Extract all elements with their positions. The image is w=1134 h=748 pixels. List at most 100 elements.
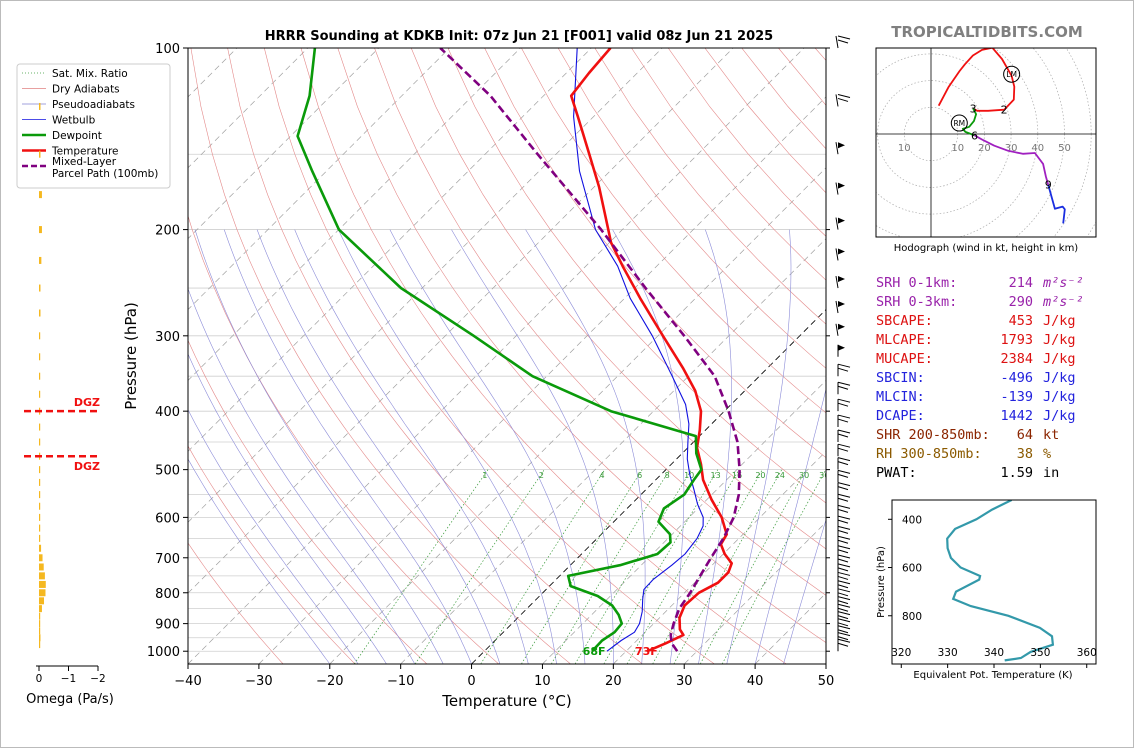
moist-adiabat bbox=[726, 229, 792, 664]
theta-e-x-tick-label: 340 bbox=[984, 647, 1004, 659]
legend-label: Wetbulb bbox=[52, 115, 96, 127]
isotherm bbox=[188, 48, 663, 523]
index-value: -496 bbox=[1000, 370, 1033, 386]
index-label: SRH 0-1km: bbox=[876, 275, 957, 291]
legend-label: Sat. Mix. Ratio bbox=[52, 68, 128, 80]
hodograph-plot: 10 10 20 30 40 50 LM RM 2 3 6 9 bbox=[876, 48, 1096, 237]
wind-barb-flag bbox=[837, 603, 851, 608]
theta-e-frame bbox=[891, 499, 1097, 665]
wind-barb-flag bbox=[837, 618, 851, 623]
theta-e-line bbox=[946, 500, 1055, 662]
wind-barb-flag bbox=[837, 554, 851, 559]
wind-barb-flag bbox=[837, 539, 849, 544]
wind-barb-flag bbox=[837, 588, 851, 593]
index-value: 64 bbox=[1017, 427, 1033, 443]
omega-bar bbox=[39, 572, 45, 580]
wind-barb-flag bbox=[837, 584, 849, 589]
index-unit: J/kg bbox=[1043, 332, 1076, 348]
dry-adiabat bbox=[521, 48, 826, 414]
index-label: SBCAPE: bbox=[876, 313, 933, 329]
y-axis-label: Pressure (hPa) bbox=[122, 302, 140, 410]
theta-e-x-label: Equivalent Pot. Temperature (K) bbox=[913, 670, 1072, 681]
dry-adiabat bbox=[374, 48, 826, 596]
omega-bar bbox=[39, 589, 46, 597]
wind-barbs bbox=[835, 35, 851, 652]
omega-bar bbox=[39, 605, 42, 613]
moist-adiabat bbox=[451, 229, 614, 664]
index-label: MLCAPE: bbox=[876, 332, 933, 348]
omega-bar bbox=[39, 580, 46, 588]
legend-label: Pseudoadiabats bbox=[52, 99, 135, 111]
isotherm bbox=[188, 48, 805, 664]
x-tick-label: 30 bbox=[676, 674, 693, 689]
skewt-axes-frame bbox=[187, 47, 827, 665]
moist-adiabat bbox=[754, 387, 826, 664]
dgz-label: DGZ bbox=[74, 396, 100, 409]
index-unit: J/kg bbox=[1043, 370, 1076, 386]
wind-barb-flag bbox=[837, 457, 851, 462]
mixing-ratio-line bbox=[414, 469, 545, 664]
y-tick-label: 900 bbox=[155, 618, 180, 633]
mixing-ratio-label: 13 bbox=[711, 471, 721, 480]
theta-e-y-tick-label: 400 bbox=[902, 514, 922, 526]
dry-adiabat bbox=[410, 48, 826, 550]
dry-adiabat bbox=[188, 542, 284, 664]
moist-adiabat bbox=[338, 229, 557, 664]
omega-bar bbox=[39, 353, 41, 361]
moist-adiabat bbox=[188, 408, 359, 664]
wind-barb bbox=[835, 248, 839, 261]
wind-barb-flag bbox=[837, 535, 851, 540]
index-label: DCAPE: bbox=[876, 408, 925, 424]
omega-bar bbox=[39, 554, 43, 562]
wind-barb-pennant bbox=[838, 276, 845, 283]
storm-motion-marker bbox=[950, 114, 968, 132]
mixing-ratio-line bbox=[626, 469, 740, 664]
series-line-dewpoint bbox=[296, 48, 703, 653]
isotherm bbox=[258, 96, 826, 664]
index-label: SRH 0-3km: bbox=[876, 294, 957, 310]
dry-adiabat bbox=[264, 48, 715, 664]
index-unit: J/kg bbox=[1043, 408, 1076, 424]
skewt-grid: 1 2 4 6 8 10 13 16 20 24 30 36 bbox=[188, 48, 826, 664]
dry-adiabat bbox=[190, 48, 571, 664]
moist-adiabat bbox=[194, 229, 444, 664]
hodograph-height-label: 9 bbox=[1045, 179, 1052, 192]
moist-adiabat bbox=[612, 229, 685, 664]
wind-barb-flag bbox=[837, 629, 849, 634]
dry-adiabat bbox=[484, 48, 826, 459]
mixing-ratio-line bbox=[521, 469, 643, 664]
y-tick-label: 600 bbox=[155, 511, 180, 526]
isotherm bbox=[188, 48, 521, 381]
omega-bar bbox=[39, 466, 41, 474]
mixing-ratio-line bbox=[480, 469, 606, 664]
y-tick-label: 800 bbox=[155, 587, 180, 602]
wind-barb-flag bbox=[837, 461, 849, 466]
index-unit: J/kg bbox=[1043, 389, 1076, 405]
mixing-ratio-label: 20 bbox=[755, 471, 765, 480]
y-tick-label: 300 bbox=[155, 330, 180, 345]
omega-bar bbox=[39, 513, 41, 521]
wind-barb-pennant bbox=[838, 323, 845, 330]
series-line-mixed-layer-parcel-path-mb- bbox=[439, 48, 741, 652]
legend-label: Temperature bbox=[51, 146, 119, 158]
skewt-profiles bbox=[296, 48, 741, 653]
wind-barb-flag bbox=[837, 545, 851, 550]
wind-barb-pennant bbox=[838, 344, 845, 351]
omega-bar bbox=[39, 563, 44, 571]
hodograph-height-label: 6 bbox=[971, 129, 978, 142]
y-tick-label: 700 bbox=[155, 552, 180, 567]
wind-barb-flag bbox=[837, 529, 849, 534]
dry-adiabat bbox=[337, 48, 826, 643]
theta-e-y-tick-label: 600 bbox=[902, 563, 922, 575]
index-label: PWAT: bbox=[876, 465, 917, 481]
isotherm bbox=[188, 48, 592, 452]
x-tick-label: −40 bbox=[174, 674, 201, 689]
x-tick-label: −20 bbox=[316, 674, 343, 689]
theta-e-x-tick-label: 320 bbox=[891, 647, 911, 659]
index-value: 1793 bbox=[1000, 332, 1033, 348]
mixing-ratio-label: 6 bbox=[637, 471, 642, 480]
index-unit: in bbox=[1043, 465, 1059, 481]
indices-panel: SRH 0-1km: 214 m²s⁻² SRH 0-3km: 290 m²s⁻² SBCA… bbox=[876, 275, 1084, 481]
mixing-ratio-label: 16 bbox=[732, 471, 742, 480]
omega-bar bbox=[39, 641, 41, 649]
